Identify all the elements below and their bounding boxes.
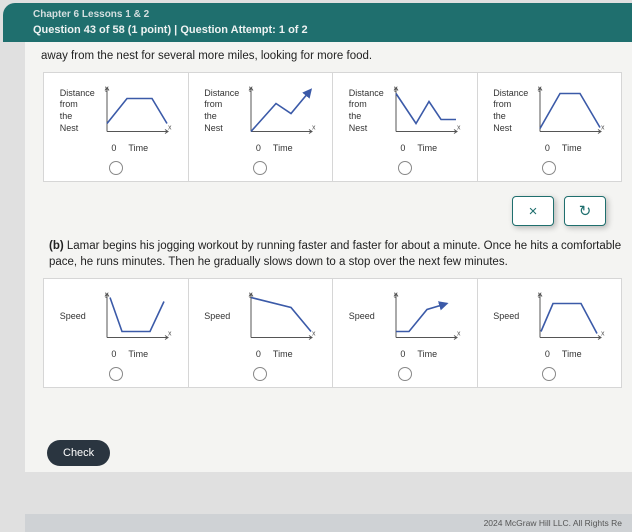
y-axis-label: Speed bbox=[204, 311, 242, 323]
part-a-graph-row: DistancefromtheNestyx0TimeDistancefromth… bbox=[43, 72, 622, 182]
y-axis-label: Speed bbox=[493, 311, 531, 323]
part-a-option-3: DistancefromtheNestyx 0Time bbox=[478, 73, 622, 181]
x-axis-label: 0Time bbox=[400, 349, 437, 359]
part-a-option-2: DistancefromtheNestyx 0Time bbox=[333, 73, 478, 181]
part-b-radio-0[interactable] bbox=[109, 367, 123, 381]
part-a-option-0: DistancefromtheNestyx 0Time bbox=[44, 73, 189, 181]
part-a-radio-2[interactable] bbox=[398, 161, 412, 175]
x-axis-label: 0Time bbox=[256, 349, 293, 359]
part-b-option-0: Speedyx 0Time bbox=[44, 279, 189, 387]
x-axis-label: 0Time bbox=[256, 143, 293, 153]
part-a-option-1: DistancefromtheNestyx 0Time bbox=[189, 73, 334, 181]
plot: yx bbox=[102, 287, 172, 347]
part-b-graph-row: Speedyx0TimeSpeedyx0TimeSpeedyx0TimeSpee… bbox=[43, 278, 622, 388]
x-axis-label: 0Time bbox=[111, 143, 148, 153]
svg-text:x: x bbox=[457, 125, 461, 132]
action-row: × ↻ bbox=[33, 196, 632, 226]
part-a-radio-3[interactable] bbox=[542, 161, 556, 175]
part-a-radio-0[interactable] bbox=[109, 161, 123, 175]
svg-text:x: x bbox=[601, 125, 605, 132]
y-axis-label: DistancefromtheNest bbox=[493, 88, 531, 135]
plot: yx bbox=[535, 287, 605, 347]
part-b-option-2: Speedyx 0Time bbox=[333, 279, 478, 387]
plot: yx bbox=[246, 81, 316, 141]
chapter-label: Chapter 6 Lessons 1 & 2 bbox=[33, 9, 622, 20]
svg-text:x: x bbox=[312, 125, 316, 132]
y-axis-label: DistancefromtheNest bbox=[204, 88, 242, 135]
svg-text:x: x bbox=[312, 331, 316, 338]
x-axis-label: 0Time bbox=[111, 349, 148, 359]
question-line: Question 43 of 58 (1 point) | Question A… bbox=[33, 24, 622, 36]
part-a-prompt: away from the nest for several more mile… bbox=[41, 50, 632, 62]
svg-text:x: x bbox=[601, 331, 605, 338]
svg-text:x: x bbox=[168, 125, 172, 132]
part-b-prompt: (b) Lamar begins his jogging workout by … bbox=[49, 238, 622, 270]
part-b-radio-2[interactable] bbox=[398, 367, 412, 381]
part-a-radio-1[interactable] bbox=[253, 161, 267, 175]
plot: yx bbox=[102, 81, 172, 141]
reset-button[interactable]: ↻ bbox=[564, 196, 606, 226]
part-b-option-3: Speedyx 0Time bbox=[478, 279, 622, 387]
part-b-radio-1[interactable] bbox=[253, 367, 267, 381]
plot: yx bbox=[246, 287, 316, 347]
part-b-text: Lamar begins his jogging workout by runn… bbox=[49, 240, 621, 268]
x-axis-label: 0Time bbox=[545, 349, 582, 359]
plot: yx bbox=[391, 287, 461, 347]
svg-text:x: x bbox=[457, 331, 461, 338]
check-button[interactable]: Check bbox=[47, 440, 110, 466]
plot: yx bbox=[535, 81, 605, 141]
content-area: away from the nest for several more mile… bbox=[25, 42, 632, 472]
svg-text:x: x bbox=[168, 331, 172, 338]
plot: yx bbox=[391, 81, 461, 141]
x-axis-label: 0Time bbox=[545, 143, 582, 153]
y-axis-label: Speed bbox=[349, 311, 387, 323]
close-button[interactable]: × bbox=[512, 196, 554, 226]
y-axis-label: DistancefromtheNest bbox=[60, 88, 98, 135]
y-axis-label: DistancefromtheNest bbox=[349, 88, 387, 135]
footer: 2024 McGraw Hill LLC. All Rights Re bbox=[25, 514, 632, 532]
y-axis-label: Speed bbox=[60, 311, 98, 323]
x-axis-label: 0Time bbox=[400, 143, 437, 153]
part-b-option-1: Speedyx 0Time bbox=[189, 279, 334, 387]
part-b-radio-3[interactable] bbox=[542, 367, 556, 381]
part-b-label: (b) bbox=[49, 240, 64, 252]
header: Chapter 6 Lessons 1 & 2 Question 43 of 5… bbox=[3, 3, 632, 42]
